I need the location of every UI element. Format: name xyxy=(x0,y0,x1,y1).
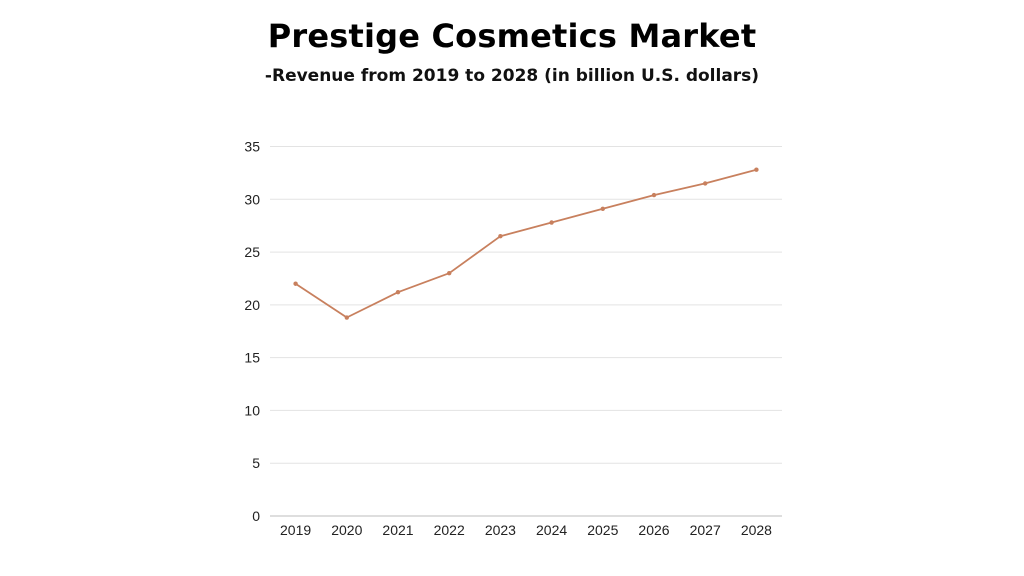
x-tick-label: 2021 xyxy=(382,522,413,538)
gridlines xyxy=(270,146,782,517)
x-tick-label: 2027 xyxy=(690,522,721,538)
data-point xyxy=(600,206,605,211)
y-tick-label: 15 xyxy=(244,350,260,366)
y-tick-label: 35 xyxy=(244,139,260,155)
data-point xyxy=(651,192,657,198)
y-tick-label: 20 xyxy=(244,297,260,313)
data-point xyxy=(549,220,554,225)
x-axis-ticks: 2019 2020 2021 2022 2023 2024 2025 2026 2027 2028 xyxy=(280,522,772,538)
x-tick-label: 2022 xyxy=(434,522,465,538)
x-tick-label: 2020 xyxy=(331,522,362,538)
x-tick-label: 2024 xyxy=(536,522,567,538)
x-tick-label: 2028 xyxy=(741,522,772,538)
y-axis-ticks: 0 5 10 15 20 25 30 35 xyxy=(244,139,260,525)
series-line-group xyxy=(293,167,759,320)
data-point xyxy=(344,315,349,320)
x-tick-label: 2026 xyxy=(638,522,669,538)
y-tick-label: 0 xyxy=(252,508,260,524)
x-tick-label: 2019 xyxy=(280,522,311,538)
y-tick-label: 25 xyxy=(244,244,260,260)
chart-subtitle: -Revenue from 2019 to 2028 (in billion U… xyxy=(264,66,760,86)
series-line xyxy=(295,168,757,319)
data-point xyxy=(754,167,759,172)
y-tick-label: 5 xyxy=(252,455,260,471)
chart-title: Prestige Cosmetics Market xyxy=(267,17,757,55)
data-point xyxy=(703,181,708,186)
x-tick-label: 2025 xyxy=(587,522,618,538)
y-tick-label: 10 xyxy=(244,402,260,418)
y-tick-label: 30 xyxy=(244,191,260,207)
data-point xyxy=(293,281,298,286)
x-tick-label: 2023 xyxy=(485,522,516,538)
data-point xyxy=(498,234,503,239)
data-point xyxy=(395,289,401,295)
data-point xyxy=(447,270,452,276)
